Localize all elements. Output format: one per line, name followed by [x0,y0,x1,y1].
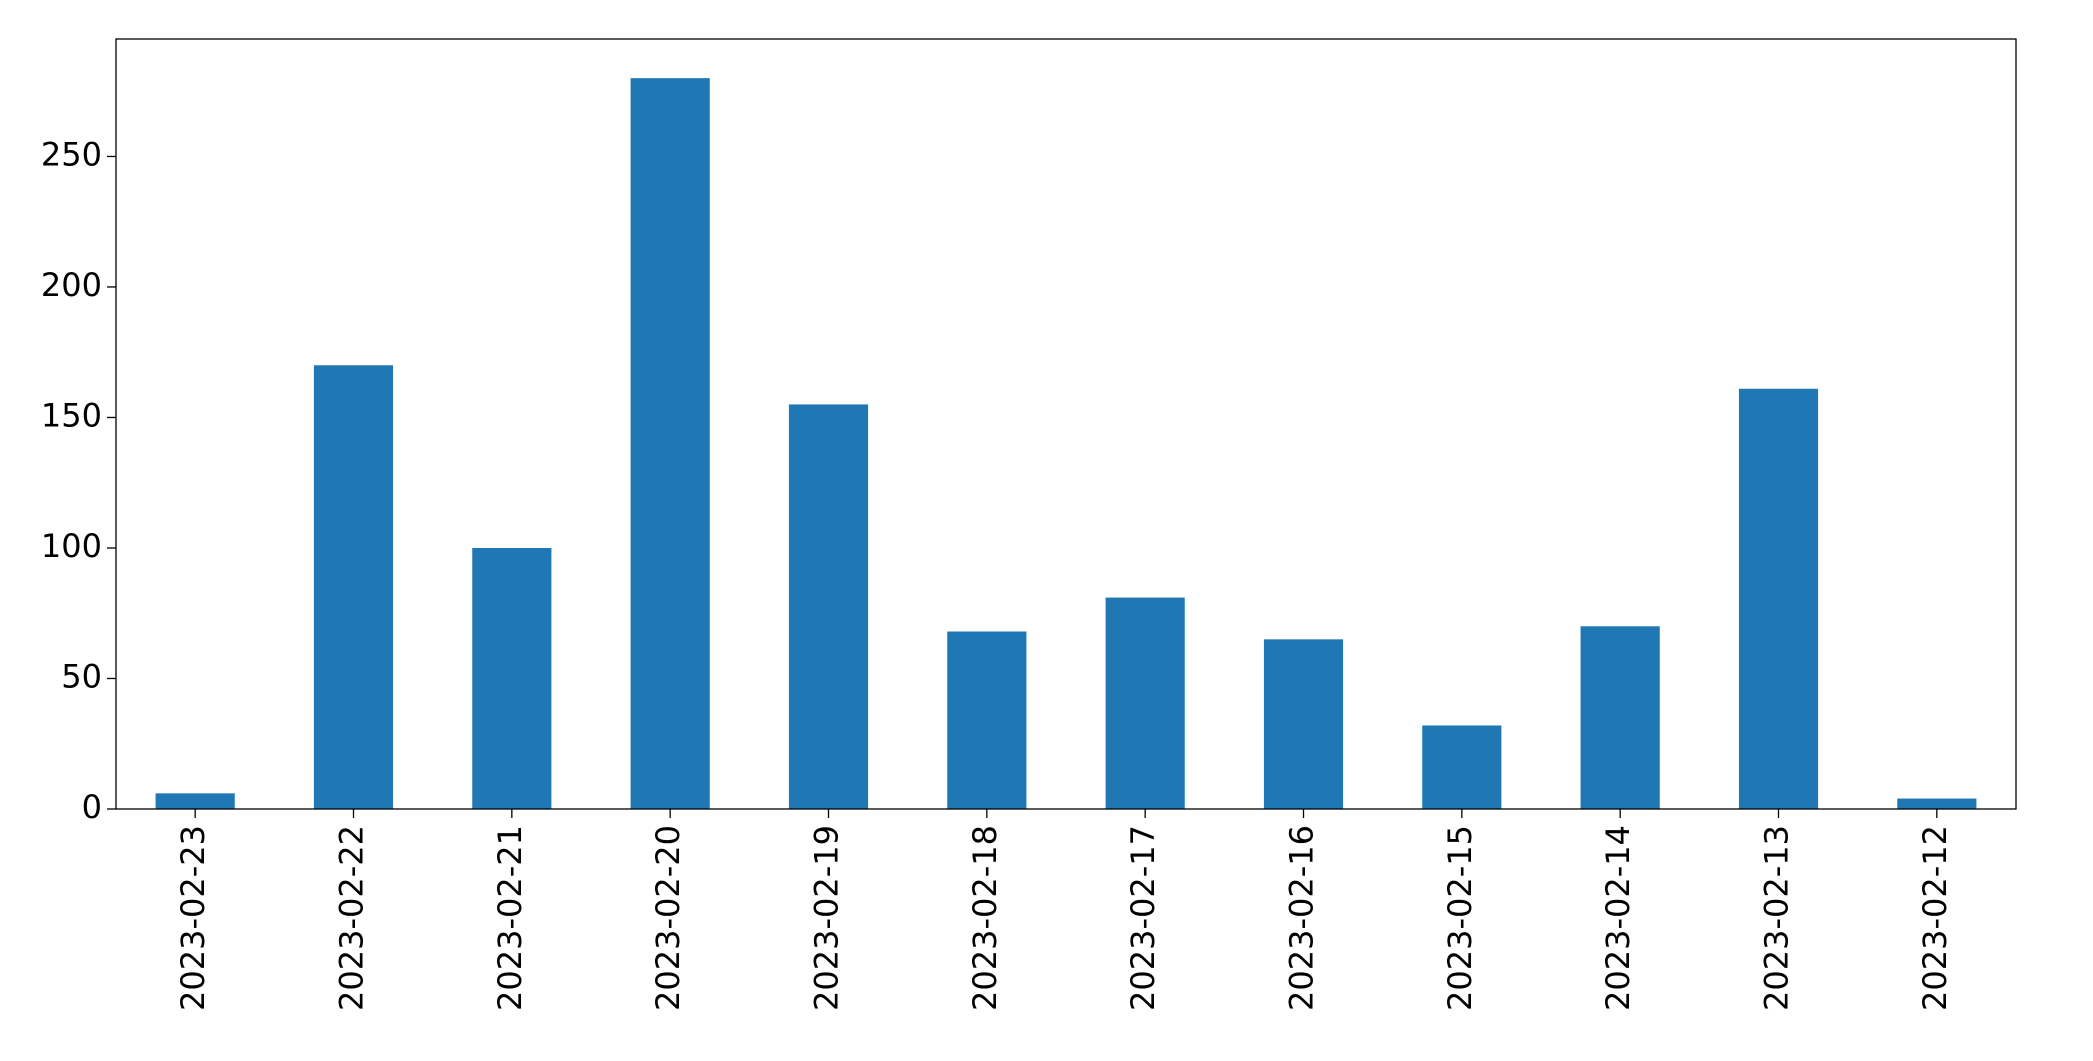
x-tick-label: 2023-02-12 [1916,825,1954,1011]
bar [1580,626,1660,809]
x-tick-label: 2023-02-13 [1758,825,1796,1011]
x-tick-label: 2023-02-21 [491,825,529,1011]
x-tick-label: 2023-02-15 [1441,825,1479,1011]
x-tick-label: 2023-02-19 [808,825,846,1011]
x-tick-label: 2023-02-16 [1283,825,1321,1011]
bar [1738,388,1819,809]
x-tick-label: 2023-02-14 [1599,825,1637,1011]
x-tick-label: 2023-02-18 [966,825,1004,1011]
bar [155,793,235,809]
bar [1105,597,1185,809]
x-tick-label: 2023-02-23 [174,825,212,1011]
x-tick-label: 2023-02-17 [1124,825,1162,1011]
y-tick-label: 200 [41,266,102,304]
bar [472,547,552,809]
y-tick-label: 150 [41,396,102,434]
x-tick-label: 2023-02-22 [333,825,371,1011]
plot-frame [115,38,2017,810]
bar [947,631,1027,809]
bar [788,404,869,809]
bar [1422,725,1502,809]
bar [1897,798,1977,809]
y-tick-label: 50 [61,657,102,695]
y-tick-label: 0 [82,788,102,826]
bar [630,78,710,810]
y-tick-label: 100 [41,527,102,565]
bar [313,365,394,809]
bar [1263,639,1344,809]
x-tick-label: 2023-02-20 [649,825,687,1011]
y-tick-label: 250 [41,135,102,173]
